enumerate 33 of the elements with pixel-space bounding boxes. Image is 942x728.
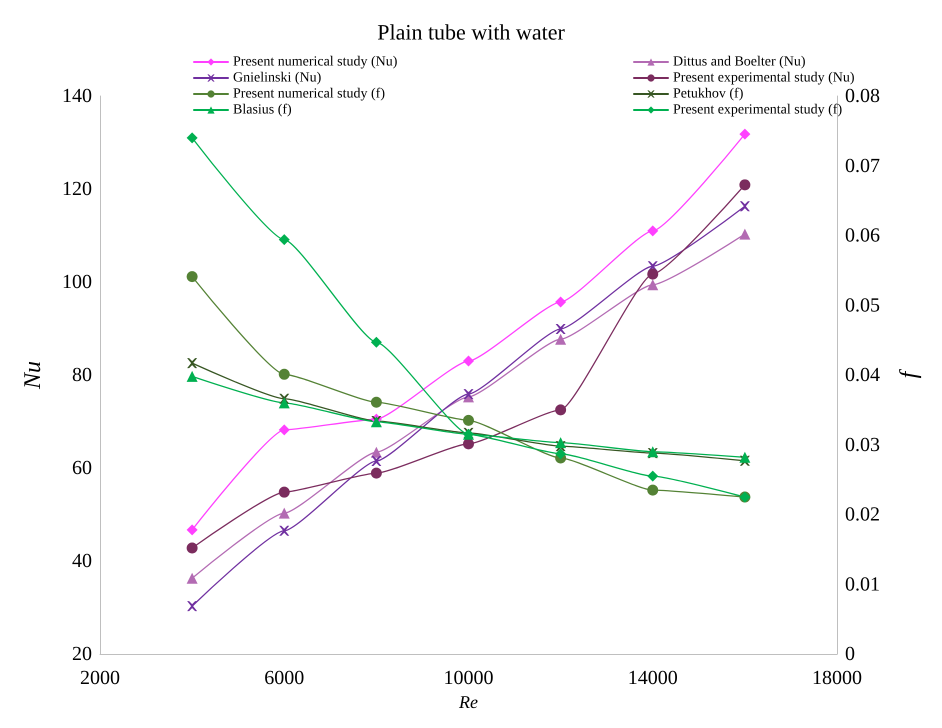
- legend-label: Present experimental study (Nu): [673, 70, 855, 86]
- chart-title: Plain tube with water: [377, 20, 566, 44]
- legend-label: Present numerical study (Nu): [233, 54, 398, 70]
- y2-tick-label: 0.01: [845, 573, 880, 596]
- x-tick-label: 18000: [812, 667, 862, 689]
- y2-tick-label: 0.08: [845, 85, 880, 107]
- legend-label: Present numerical study (f): [233, 86, 386, 102]
- y-tick-label: 100: [62, 271, 92, 293]
- y-tick-label: 20: [72, 643, 92, 665]
- y-tick-label: 120: [62, 178, 92, 200]
- legend-label: Petukhov (f): [673, 86, 744, 102]
- y-axis-title: Nu: [20, 360, 46, 390]
- legend-label: Dittus and Boelter (Nu): [673, 54, 806, 70]
- x-tick-label: 6000: [264, 667, 304, 689]
- y-tick-label: 80: [72, 364, 92, 386]
- x-tick-label: 2000: [80, 667, 120, 689]
- x-axis-title: Re: [458, 692, 478, 712]
- y2-tick-label: 0.05: [845, 294, 880, 316]
- y-tick-label: 60: [72, 457, 92, 479]
- y2-axis-title: f: [896, 368, 922, 378]
- legend-label: Gnielinski (Nu): [233, 70, 322, 86]
- x-tick-label: 10000: [444, 667, 494, 689]
- legend-label: Blasius (f): [233, 102, 292, 118]
- y2-tick-label: 0.04: [845, 364, 880, 386]
- y2-tick-label: 0.07: [845, 154, 880, 177]
- y-tick-label: 40: [72, 550, 92, 572]
- y2-tick-label: 0.03: [845, 434, 880, 456]
- y-tick-label: 140: [62, 85, 92, 107]
- y2-tick-label: 0.02: [845, 504, 880, 526]
- y2-tick-label: 0: [845, 643, 855, 665]
- x-tick-label: 14000: [628, 667, 678, 689]
- legend-label: Present experimental study (f): [673, 102, 842, 118]
- y2-tick-label: 0.06: [845, 224, 880, 246]
